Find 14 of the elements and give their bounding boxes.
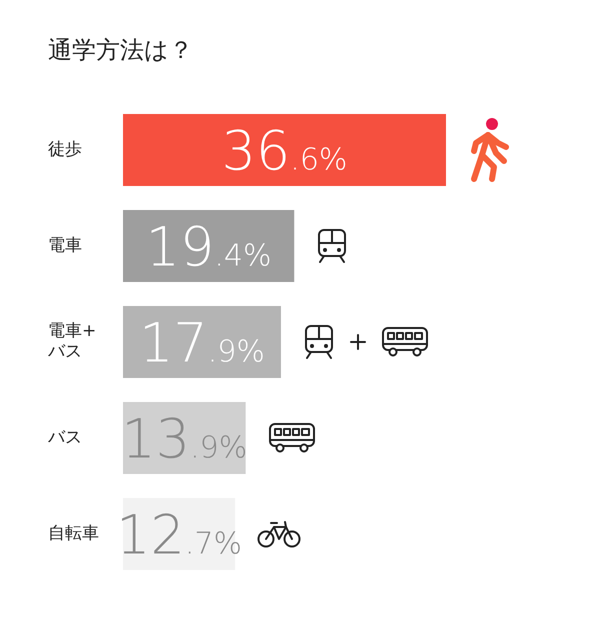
bar — [123, 210, 294, 282]
y-tick-label: 自転車 — [48, 523, 99, 544]
data-label: 36.6% — [222, 119, 348, 182]
y-tick-label: 電車+バス — [47, 321, 96, 362]
chart-title: 通学方法は？ — [48, 35, 193, 66]
data-label: 12.7% — [116, 503, 242, 566]
data-label: 13.9% — [121, 407, 248, 470]
y-tick-label: 徒歩 — [48, 139, 82, 160]
bar — [123, 306, 281, 378]
data-label: 19.4% — [146, 215, 272, 278]
bar — [123, 114, 446, 186]
y-tick-label: バス — [47, 427, 82, 448]
data-label: 17.9% — [139, 311, 265, 374]
y-tick-label: 電車 — [48, 235, 82, 256]
